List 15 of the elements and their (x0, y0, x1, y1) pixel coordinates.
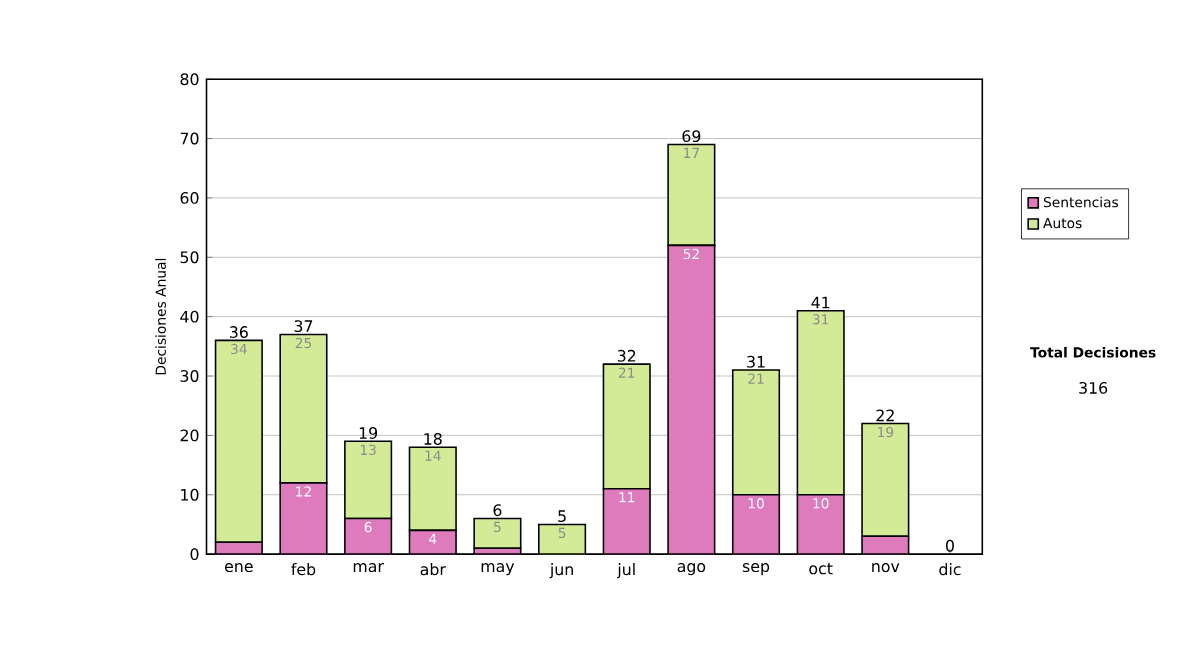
bar (603, 488, 650, 554)
bar (602, 362, 651, 490)
bar (214, 339, 263, 543)
bar (667, 143, 716, 246)
bar (861, 422, 910, 537)
bar (732, 494, 780, 554)
bar (344, 440, 393, 519)
bar (731, 368, 781, 496)
bar (344, 518, 392, 554)
bar (797, 494, 844, 554)
bar (280, 482, 327, 554)
bar (668, 244, 715, 554)
bar (408, 446, 457, 531)
bar (796, 309, 845, 496)
bar (279, 333, 328, 484)
